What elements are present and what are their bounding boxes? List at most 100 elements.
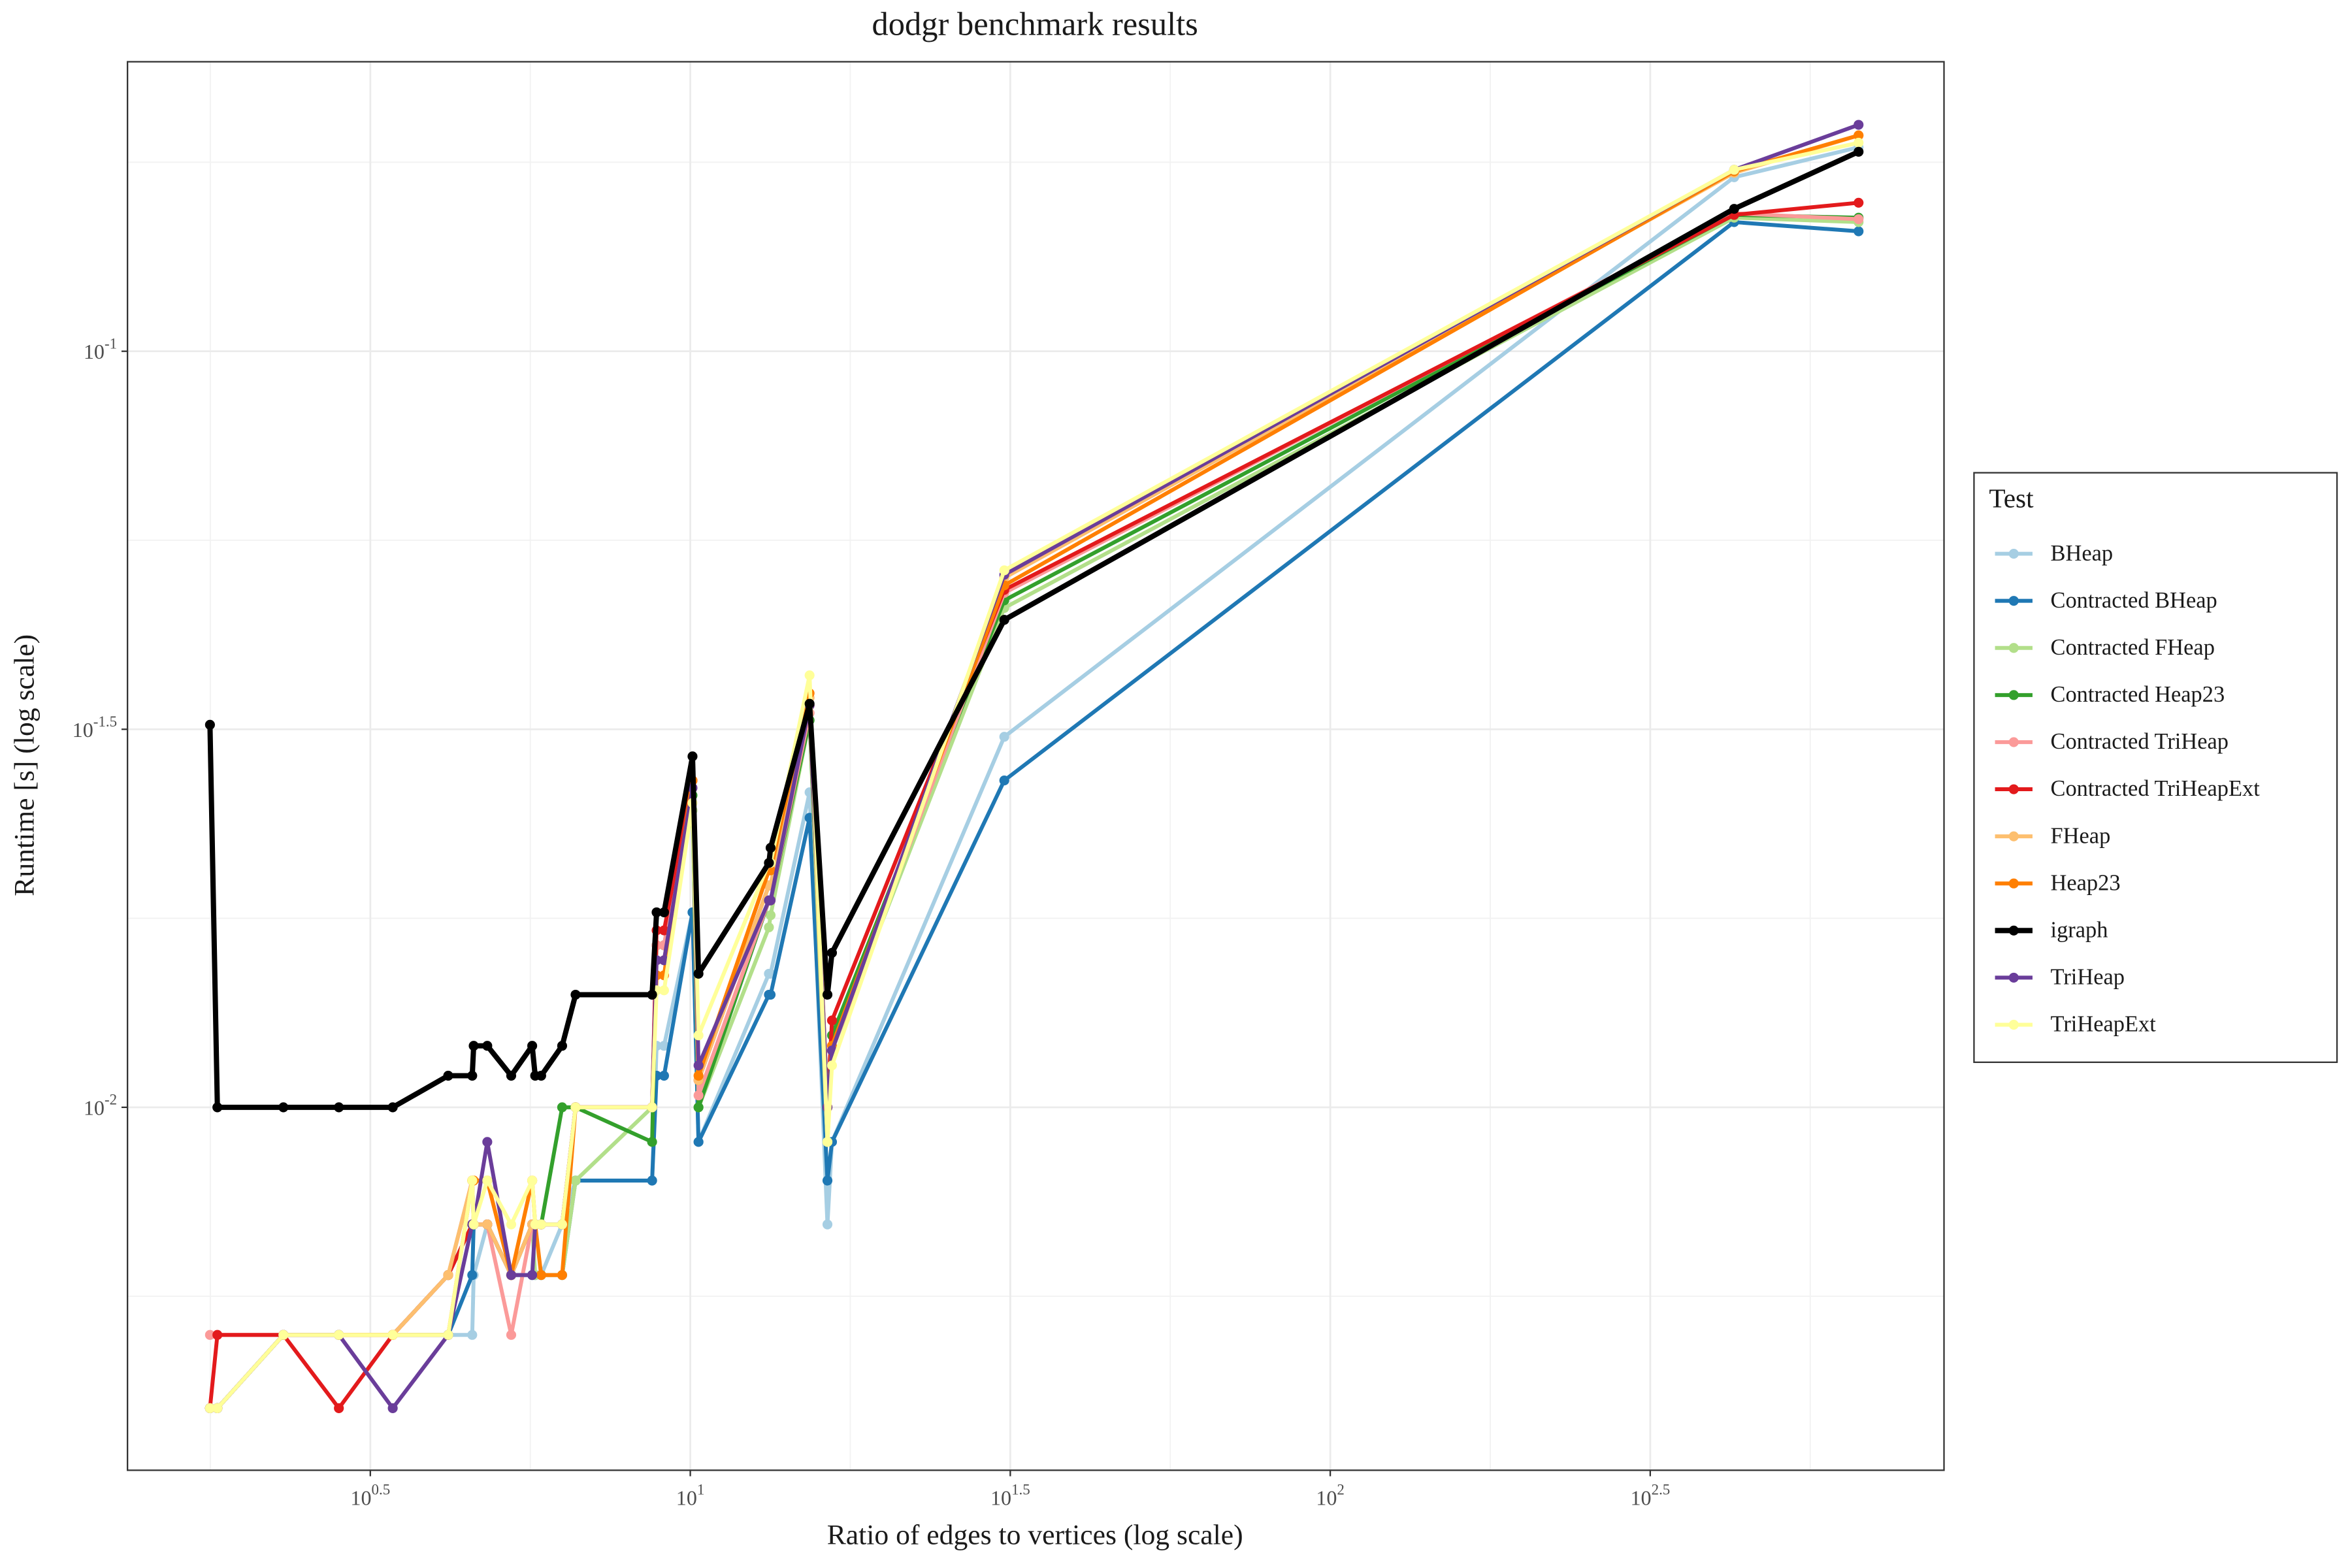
data-point (204, 719, 215, 730)
tick-exponent: -1 (105, 336, 117, 352)
data-point (557, 1102, 568, 1113)
series-line (210, 140, 1859, 1411)
data-point (570, 1175, 581, 1186)
data-point (506, 1070, 517, 1081)
data-point (822, 1219, 833, 1230)
legend-key-point (2008, 972, 2019, 983)
tick-exponent: -1.5 (93, 713, 117, 730)
data-point (204, 1403, 215, 1413)
data-point (387, 1403, 398, 1413)
data-point (1854, 120, 1864, 130)
data-point (557, 1219, 568, 1230)
legend-label: TriHeapExt (2051, 1012, 2157, 1037)
data-point (659, 907, 669, 917)
legend-label: Contracted Heap23 (2051, 682, 2225, 707)
data-point (647, 989, 657, 1000)
data-point (764, 858, 774, 868)
data-point (557, 1041, 568, 1051)
legend-key-point (2008, 737, 2019, 747)
data-point (506, 1270, 517, 1281)
data-point (765, 989, 776, 1000)
data-point (536, 1219, 546, 1230)
data-point (212, 1403, 223, 1413)
data-point (659, 1070, 669, 1081)
data-point (527, 1041, 538, 1051)
data-point (804, 670, 815, 681)
data-point (693, 1102, 704, 1113)
data-point (468, 1041, 479, 1051)
data-point (467, 1175, 478, 1186)
data-point (443, 1070, 453, 1081)
data-point (826, 947, 838, 958)
data-point (659, 925, 669, 936)
data-point (482, 1219, 493, 1230)
x-tick-label: 102 (1316, 1482, 1345, 1510)
legend-label: igraph (2051, 918, 2108, 943)
data-point (1854, 226, 1864, 237)
data-point (659, 985, 669, 996)
legend-key-point (2008, 596, 2019, 606)
data-point (687, 751, 698, 762)
tick-base: 10 (1316, 1486, 1337, 1510)
plot-border (127, 61, 1945, 1471)
data-point (334, 1330, 344, 1340)
data-point (1854, 146, 1864, 157)
tick-exponent: 2 (1337, 1482, 1344, 1498)
legend-label: FHeap (2051, 823, 2111, 848)
data-point (570, 989, 581, 1000)
data-point (822, 1137, 833, 1147)
chart-title: dodgr benchmark results (872, 5, 1198, 42)
data-point (557, 1270, 568, 1281)
data-point (765, 895, 776, 906)
data-point (693, 968, 704, 979)
tick-exponent: 0.5 (372, 1482, 391, 1498)
legend-key-point (2008, 784, 2019, 794)
data-point (765, 910, 776, 921)
legend-label: Contracted TriHeap (2051, 729, 2229, 754)
legend-title: Test (1989, 483, 2034, 514)
legend-key-point (2008, 831, 2019, 841)
data-point (387, 1330, 398, 1340)
data-point (804, 698, 815, 709)
data-point (693, 1090, 704, 1101)
data-point (826, 1060, 838, 1071)
x-tick-label: 100.5 (350, 1482, 390, 1510)
data-point (506, 1330, 517, 1340)
data-point (826, 1015, 838, 1026)
data-point (536, 1070, 546, 1081)
legend-key-point (2008, 878, 2019, 889)
legend-box (1973, 472, 2338, 1064)
grid (127, 61, 1944, 1471)
data-point (1854, 137, 1864, 148)
data-point (527, 1175, 538, 1186)
data-point (1729, 204, 1739, 214)
tick-exponent: 1 (697, 1482, 704, 1498)
data-point (1854, 130, 1864, 140)
data-point (482, 1137, 493, 1147)
legend-label: Contracted BHeap (2051, 588, 2217, 613)
data-point (764, 922, 774, 932)
data-point (443, 1270, 453, 1281)
data-point (212, 1102, 223, 1113)
legend-key-point (2008, 643, 2019, 653)
y-tick-label: 10-1.5 (73, 713, 117, 742)
x-tick-label: 102.5 (1630, 1482, 1670, 1510)
data-point (765, 843, 776, 853)
data-point (693, 1137, 704, 1147)
tick-exponent: 2.5 (1652, 1482, 1671, 1498)
data-point (334, 1102, 344, 1113)
series-line (207, 149, 1860, 1110)
data-point (334, 1403, 344, 1413)
data-point (387, 1102, 398, 1113)
data-point (212, 1330, 223, 1340)
data-point (659, 1041, 669, 1051)
data-point (693, 1060, 704, 1071)
legend-label: TriHeap (2051, 965, 2125, 990)
data-point (536, 1270, 546, 1281)
legend-key-point (2008, 925, 2019, 936)
x-axis-title: Ratio of edges to vertices (log scale) (827, 1520, 1243, 1551)
data-point (999, 732, 1009, 742)
data-point (570, 1102, 581, 1113)
legend-key-point (2008, 690, 2019, 700)
tick-exponent: -2 (105, 1092, 117, 1108)
